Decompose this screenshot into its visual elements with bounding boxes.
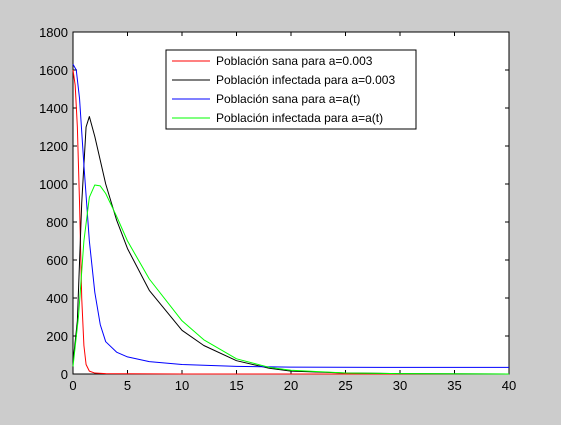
- y-tick-label: 400: [46, 291, 68, 306]
- axis-ticks: 0 5 10 15 20 25 30 35 40020040060080010001200140…: [39, 25, 516, 393]
- legend-label: Población sana para a=a(t): [216, 92, 360, 106]
- x-tick-label: 30: [393, 378, 407, 393]
- y-tick-label: 1400: [39, 101, 68, 116]
- series-line-1: [72, 69, 509, 375]
- legend: Población sana para a=0.003 Población inf…: [165, 49, 417, 130]
- series-line-4: [72, 184, 510, 375]
- y-tick-label: 0: [61, 367, 68, 382]
- legend-label: Población sana para a=0.003: [216, 54, 373, 68]
- x-tick-label: 35: [447, 378, 461, 393]
- x-tick-label: 10: [175, 378, 189, 393]
- legend-label: Población infectada para a=a(t): [216, 111, 383, 125]
- y-tick-label: 1200: [39, 139, 68, 154]
- x-tick-label: 25: [338, 378, 352, 393]
- y-tick-label: 1800: [39, 25, 68, 40]
- x-tick-label: 20: [284, 378, 298, 393]
- y-tick-label: 1000: [39, 177, 68, 192]
- y-tick-label: 800: [46, 215, 68, 230]
- x-tick-label: 40: [502, 378, 516, 393]
- y-tick-label: 600: [46, 253, 68, 268]
- legend-box: [165, 49, 417, 130]
- y-tick-label: 1600: [39, 63, 68, 78]
- x-tick-label: 5: [124, 378, 131, 393]
- legend-label: Población infectada para a=0.003: [216, 73, 395, 87]
- x-tick-label: 0: [69, 378, 76, 393]
- series-lines: [72, 64, 510, 375]
- series-line-2: [72, 116, 510, 375]
- x-tick-label: 15: [229, 378, 243, 393]
- y-tick-label: 200: [46, 329, 68, 344]
- series-line-3: [72, 64, 509, 368]
